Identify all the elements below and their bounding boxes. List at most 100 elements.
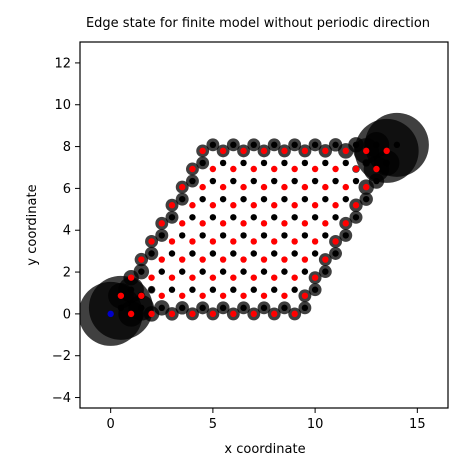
lattice-site-199: [393, 141, 401, 149]
lattice-site-184: [311, 274, 319, 281]
lattice-site-99: [291, 141, 298, 149]
lattice-site-8: [148, 238, 155, 245]
lattice-site-144: [271, 274, 278, 281]
lattice-site-136: [311, 165, 319, 173]
lattice-site-93: [260, 195, 268, 203]
lattice-site-44: [168, 274, 176, 281]
lattice-site-156: [332, 165, 339, 173]
lattice-site-186: [322, 256, 329, 263]
lattice-site-81: [199, 304, 206, 312]
lattice-site-172: [332, 202, 339, 209]
lattice-site-27: [168, 250, 176, 257]
axis-ticks: 0 5 10 15 −4 −2 0 2 4 6 8 10 12: [52, 56, 426, 432]
lattice-site-39: [230, 141, 237, 149]
lattice-site-143: [271, 286, 278, 293]
lattice-site-119: [311, 141, 319, 149]
lattice-site-183: [311, 286, 319, 293]
lattice-site-120: [230, 310, 237, 318]
lattice-site-176: [352, 165, 360, 173]
lattice-site-52: [209, 202, 217, 209]
lattice-site-36: [209, 165, 217, 173]
lattice-site-80: [189, 310, 196, 318]
lattice-site-89: [240, 232, 247, 239]
lattice-site-5: [138, 268, 145, 275]
lattice-site-135: [311, 177, 319, 185]
lattice-site-33: [199, 195, 206, 203]
lattice-site-9: [158, 232, 165, 239]
lattice-site-177: [363, 159, 370, 167]
lattice-site-50: [199, 220, 206, 227]
lattice-site-78: [260, 147, 268, 155]
lattice-site-84: [209, 274, 217, 281]
lattice-site-88: [230, 238, 237, 245]
lattice-site-108: [250, 238, 257, 245]
lattice-site-95: [271, 177, 278, 185]
lattice-site-75: [250, 177, 257, 185]
lattice-site-72: [230, 202, 237, 209]
lattice-site-25: [158, 268, 165, 275]
lattice-site-102: [219, 292, 227, 299]
lattice-site-28: [168, 238, 176, 245]
lattice-site-90: [240, 220, 247, 227]
lattice-site-139: [332, 141, 339, 149]
lattice-site-150: [301, 220, 309, 227]
lattice-site-198: [383, 147, 390, 155]
lattice-site-94: [260, 183, 268, 191]
lattice-site-57: [240, 159, 247, 167]
lattice-site-149: [301, 232, 309, 239]
lattice-site-2: [117, 292, 125, 299]
lattice-site-140: [250, 310, 257, 318]
lattice-site-86: [219, 256, 227, 263]
lattice-site-193: [363, 195, 370, 203]
lattice-site-77: [260, 159, 268, 167]
lattice-site-64: [189, 274, 196, 281]
lattice-site-4: [127, 274, 135, 281]
lattice-site-181: [301, 304, 309, 312]
lattice-site-20: [127, 310, 135, 318]
lattice-site-192: [352, 202, 360, 209]
lattice-site-70: [219, 220, 227, 227]
lattice-site-7: [148, 250, 155, 257]
lattice-site-66: [199, 256, 206, 263]
lattice-site-31: [189, 214, 196, 221]
lattice-site-37: [219, 159, 227, 167]
lattice-site-153: [322, 195, 329, 203]
lattice-site-54: [219, 183, 227, 191]
lattice-site-3: [127, 286, 135, 293]
lattice-site-104: [230, 274, 237, 281]
lattice-site-11: [168, 214, 176, 221]
lattice-site-73: [240, 195, 247, 203]
lattice-site-154: [322, 183, 329, 191]
lattice-site-188: [332, 238, 339, 245]
lattice-site-35: [209, 177, 217, 185]
y-axis-label: y coordinate: [25, 184, 40, 265]
lattice-site-32: [189, 202, 196, 209]
lattice-site-130: [281, 220, 288, 227]
lattice-site-128: [271, 238, 278, 245]
lattice-site-67: [209, 250, 217, 257]
x-tick-label-15: 15: [409, 417, 426, 432]
lattice-site-58: [240, 147, 247, 155]
y-tick-label-10: 10: [54, 98, 71, 113]
lattice-site-189: [342, 232, 349, 239]
lattice-site-129: [281, 232, 288, 239]
lattice-site-174: [342, 183, 349, 191]
lattice-site-187: [332, 250, 339, 257]
lattice-site-22: [138, 292, 145, 299]
lattice-site-145: [281, 268, 288, 275]
lattice-site-79: [271, 141, 278, 149]
lattice-site-21: [138, 304, 145, 312]
x-tick-label-10: 10: [307, 417, 324, 432]
lattice-site-85: [219, 268, 227, 275]
lattice-site-59: [250, 141, 257, 149]
lattice-site-83: [209, 286, 217, 293]
lattice-site-164: [291, 274, 298, 281]
lattice-site-30: [179, 220, 186, 227]
lattice-site-118: [301, 147, 309, 155]
lattice-site-163: [291, 286, 298, 293]
lattice-site-47: [189, 250, 196, 257]
lattice-site-87: [230, 250, 237, 257]
lattice-site-65: [199, 268, 206, 275]
lattice-site-97: [281, 159, 288, 167]
lattice-site-17: [199, 159, 206, 167]
